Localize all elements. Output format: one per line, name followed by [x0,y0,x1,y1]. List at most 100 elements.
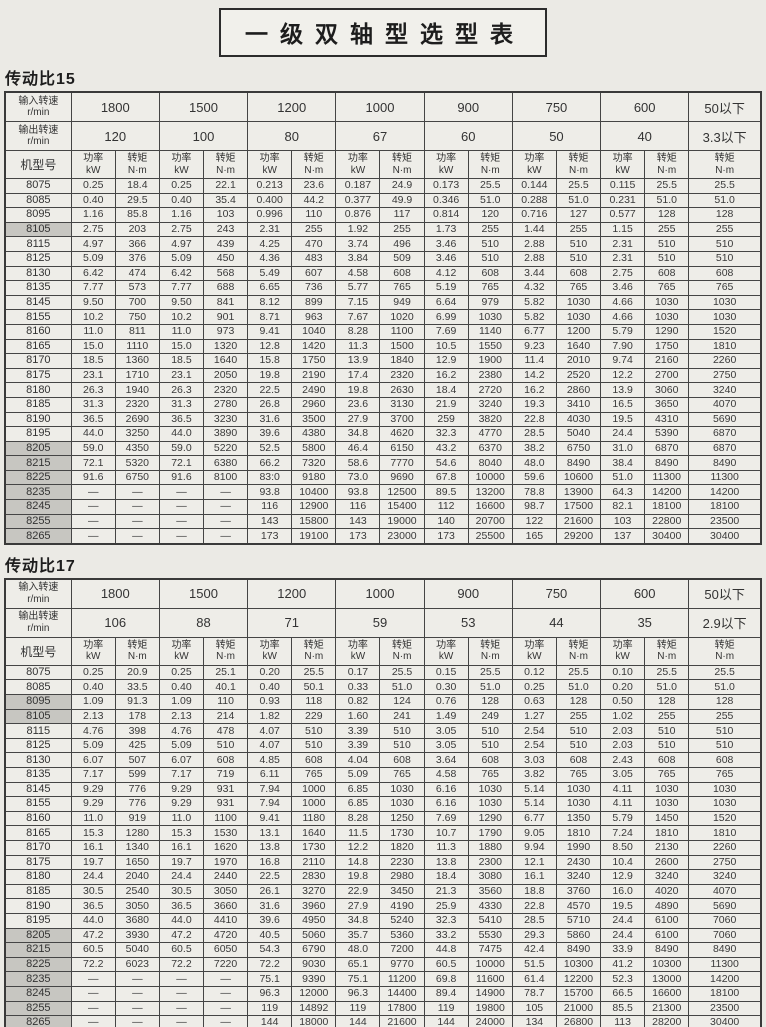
value-cell: 12.2 [335,839,381,856]
value-cell: 2860 [555,382,602,398]
value-cell: 119 [335,1000,381,1017]
value-cell: 1420 [291,338,337,355]
value-cell: 52.5 [247,440,293,457]
value-cell: 1750 [644,338,690,355]
value-cell: 255 [644,708,690,725]
value-cell: 2040 [114,869,160,885]
value-cell: 49.9 [379,192,425,209]
value-cell: 19000 [379,513,425,530]
value-cell: 13.8 [423,854,469,871]
value-cell: 12.8 [247,338,293,355]
value-cell: 0.33 [335,679,381,696]
value-cell: 510 [555,250,602,267]
power-column-header: 功率 kW [158,636,205,666]
value-cell: 91.3 [114,694,160,710]
value-cell: 15700 [555,985,602,1002]
value-cell: 8490 [688,942,762,958]
value-cell: 4020 [644,883,690,900]
value-cell: 2700 [644,367,690,384]
value-cell: 14.2 [511,367,557,384]
value-cell: 0.50 [600,694,646,710]
value-cell: — [114,1015,160,1027]
value-cell: 1040 [291,323,337,340]
value-cell: 510 [291,737,337,754]
value-cell: 510 [555,723,602,739]
value-cell: 765 [555,280,602,296]
value-cell: 450 [202,250,249,267]
value-cell: 110 [202,694,249,710]
torque-column-header: 转矩 N·m [379,150,425,179]
value-cell: 29200 [555,528,602,545]
value-cell: 4.66 [600,294,646,311]
value-cell: 2110 [291,854,337,871]
power-column-header: 功率 kW [511,636,557,666]
torque-column-header: 转矩 N·m [644,636,690,666]
power-column-header: 功率 kW [158,150,205,179]
value-cell: 3410 [555,396,602,413]
value-cell: 64.3 [600,484,646,501]
model-cell: 8125 [4,250,72,267]
value-cell: 765 [467,767,513,783]
value-cell: 24.4 [70,869,116,885]
value-cell: 0.173 [423,178,469,194]
value-cell: 28.5 [511,912,557,929]
input-speed-label: 输入转速 r/min [4,91,72,122]
table-row: 8265— — — —144 18000 144 21600 144 24000 134 26800… [4,1015,762,1027]
value-cell: 4.11 [600,781,646,798]
value-cell: 1.16 [158,207,205,223]
value-cell: 22.5 [247,382,293,398]
table-row: 8145 9.50 700 9.50 841 8.12 899 7.15 949 6.64 979 5… [4,294,762,311]
value-cell: 23.6 [335,396,381,413]
value-cell: 51.0 [555,192,602,209]
value-cell: 5390 [644,426,690,442]
value-cell: 116 [247,499,293,515]
value-cell: 1100 [379,323,425,340]
value-cell: 30400 [644,528,690,545]
value-cell: 6.85 [335,781,381,798]
value-cell: 7.15 [335,294,381,311]
model-cell: 8130 [4,265,72,282]
value-cell: 10600 [555,469,602,486]
value-cell: 137 [600,528,646,545]
value-cell: 1.09 [158,694,205,710]
table-row: 8075 0.25 20.9 0.25 25.1 0.20 25.5 0.17 25.5 0.15… [4,664,762,681]
value-cell: 2160 [644,353,690,369]
value-cell: 6.16 [423,781,469,798]
value-cell: 8490 [555,455,602,471]
value-cell: 10.2 [70,309,116,325]
value-cell: 61.4 [511,971,557,987]
value-cell: 6100 [644,912,690,929]
value-cell: 919 [114,810,160,827]
value-cell: 255 [688,708,762,725]
value-cell: 2300 [467,854,513,871]
value-cell: 1360 [114,353,160,369]
value-cell: 6.42 [158,265,205,282]
value-cell: 16600 [467,499,513,515]
model-cell: 8205 [4,927,72,944]
value-cell: 10.7 [423,825,469,841]
value-cell: 0.76 [423,694,469,710]
value-cell: 51.0 [688,192,762,209]
value-cell: 0.15 [423,664,469,681]
value-cell: 0.63 [511,694,557,710]
value-cell: 608 [291,752,337,768]
value-cell: 1000 [291,781,337,798]
value-cell: 4.76 [70,723,116,739]
value-cell: 22.5 [247,869,293,885]
value-cell: 18100 [644,499,690,515]
value-cell: 2.88 [511,236,557,252]
input-speed-value: 1500 [158,91,249,122]
value-cell: 7220 [202,956,249,973]
value-cell: 51.0 [644,679,690,696]
value-cell: 9.29 [70,796,116,812]
value-cell: 21.9 [423,396,469,413]
value-cell: 4.85 [247,752,293,768]
value-cell: 30.5 [70,883,116,900]
table-row: 8185 30.5 2540 30.5 3050 26.1 3270 22.9 3450 21.3… [4,883,762,900]
value-cell: 510 [467,723,513,739]
value-cell: 21000 [555,1000,602,1017]
value-cell: 0.40 [70,679,116,696]
model-column-header: 机型号 [4,636,72,666]
value-cell: 203 [114,221,160,238]
value-cell: 22.1 [202,178,249,194]
